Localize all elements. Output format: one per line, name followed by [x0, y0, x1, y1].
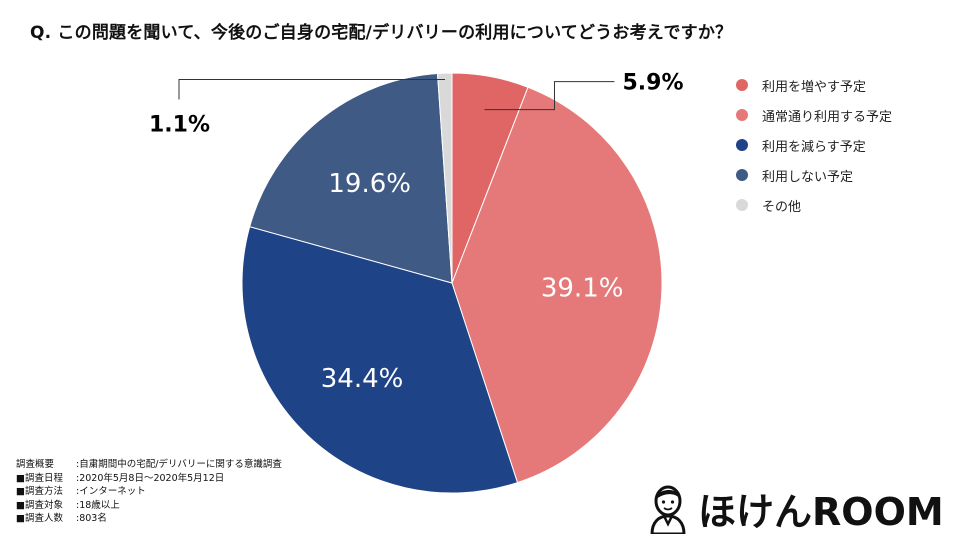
pie-slice: [241, 226, 519, 494]
legend-swatch: [736, 109, 748, 121]
slice-label: 5.9%: [622, 71, 683, 96]
note-row: ■調査日程 :2020年5月8日～2020年5月12日: [16, 472, 282, 486]
note-label: ■調査人数: [16, 513, 63, 524]
leader-line: [484, 81, 615, 111]
leader-line: [178, 79, 446, 100]
note-value: :2020年5月8日～2020年5月12日: [76, 472, 225, 484]
slice-label: 19.6%: [328, 169, 411, 199]
legend-item: 通常通り利用する予定: [736, 100, 892, 130]
pie-slice: [436, 72, 453, 284]
legend-swatch: [736, 199, 748, 211]
logo-text: ほけんROOM: [698, 489, 944, 534]
note-row: ■調査人数 :803名: [16, 512, 282, 526]
brand-logo: ほけんROOM: [646, 480, 944, 536]
legend-item: その他: [736, 190, 892, 220]
note-row: 調査概要 :自粛期間中の宅配/デリバリーに関する意識調査: [16, 458, 282, 472]
note-value: :18歳以上: [76, 499, 120, 511]
legend-swatch: [736, 139, 748, 151]
pie-slice: [249, 72, 453, 284]
note-value: :自粛期間中の宅配/デリバリーに関する意識調査: [76, 459, 282, 470]
pie-slice: [451, 86, 663, 484]
note-row: ■調査方法 :インターネット: [16, 485, 282, 499]
legend-label: 利用を減らす予定: [762, 139, 866, 155]
legend-label: 利用しない予定: [762, 169, 854, 185]
legend-label: その他: [762, 199, 802, 215]
slice-label: 39.1%: [541, 273, 624, 303]
legend-label: 利用を増やす予定: [762, 79, 867, 95]
legend-item: 利用しない予定: [736, 160, 892, 190]
note-label: 調査概要: [16, 459, 55, 470]
note-row: ■調査対象 :18歳以上: [16, 499, 282, 513]
survey-notes: 調査概要 :自粛期間中の宅配/デリバリーに関する意識調査 ■調査日程 :2020…: [16, 458, 282, 526]
legend-swatch: [736, 169, 748, 181]
legend: 利用を増やす予定 通常通り利用する予定 利用を減らす予定 利用しない予定 その他: [736, 70, 892, 220]
note-label: ■調査対象: [16, 499, 63, 511]
note-label: ■調査日程: [16, 472, 63, 484]
note-label: ■調査方法: [16, 486, 63, 497]
note-value: :インターネット: [76, 486, 146, 497]
slice-label: 1.1%: [149, 113, 210, 138]
legend-item: 利用を増やす予定: [736, 70, 892, 100]
legend-swatch: [736, 79, 748, 91]
note-value: :803名: [76, 513, 107, 524]
chart-title: Q. この問題を聞いて、今後のご自身の宅配/デリバリーの利用についてどうお考えで…: [30, 23, 733, 43]
legend-label: 通常通り利用する予定: [762, 109, 893, 125]
slice-label: 34.4%: [321, 364, 404, 394]
legend-item: 利用を減らす予定: [736, 130, 892, 160]
person-icon: [650, 485, 686, 534]
